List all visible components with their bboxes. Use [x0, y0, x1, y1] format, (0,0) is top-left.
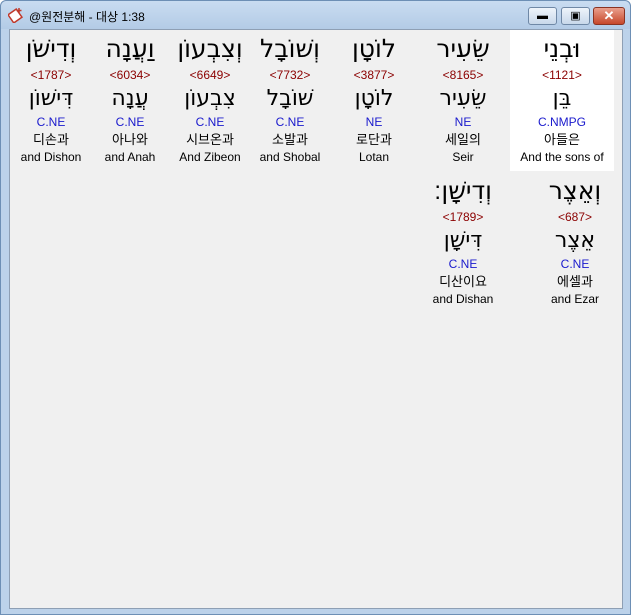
word-cell[interactable]: וְדִישֹׁן <1787> דִּישׁוֹן C.NE 디손과 and Disho…: [0, 32, 103, 165]
maximize-icon: ▣: [570, 10, 581, 22]
close-button[interactable]: ✕: [593, 7, 625, 25]
hebrew-lemma: צִבְעוֹן: [184, 86, 236, 111]
hebrew-lemma: דִּישׁוֹן: [28, 86, 74, 111]
hebrew-lemma: דִּישָׁן: [443, 228, 483, 253]
korean-gloss: 디손과: [33, 132, 69, 147]
close-icon: ✕: [603, 8, 615, 23]
maximize-button[interactable]: ▣: [561, 7, 590, 25]
grammar-code: C.NE: [195, 115, 225, 129]
hebrew-lemma: עֲנָה: [111, 86, 149, 111]
grammar-code: NE: [365, 115, 383, 129]
word-cell[interactable]: וּבְנֵי <1121> בֵּן C.NMPG 아들은 And the sons o…: [510, 30, 614, 171]
strong-number: <7732>: [269, 68, 311, 82]
grammar-code: NE: [454, 115, 472, 129]
word-cell[interactable]: וְצִבְעוֹן <6649> צִבְעוֹן C.NE 시브온과 And Zibe…: [158, 32, 262, 165]
hebrew-lemma: שׁוֹבָל: [266, 86, 314, 111]
grammar-code: C.NE: [560, 257, 590, 271]
hebrew-lemma: לוֹטָן: [354, 86, 394, 111]
hebrew-word: וַעֲנָה: [105, 34, 155, 63]
window-title: @원전분해 - 대상 1:38: [29, 10, 145, 24]
minimize-button[interactable]: ▬: [528, 7, 557, 25]
word-analysis-panel: וּבְנֵי <1121> בֵּן C.NMPG 아들은 And the sons o…: [9, 29, 623, 609]
bible-book-icon: [8, 7, 24, 23]
strong-number: <1121>: [542, 68, 582, 82]
hebrew-word: וּבְנֵי: [543, 34, 581, 63]
word-cell[interactable]: לוֹטָן <3877> לוֹטָן NE 로단과 Lotan: [322, 32, 426, 165]
english-gloss: Lotan: [358, 150, 390, 164]
korean-gloss: 세일의: [445, 132, 481, 147]
word-cell[interactable]: שֵׂעִיר <8165> שֵׂעִיר NE 세일의 Seir: [411, 32, 515, 165]
korean-gloss: 로단과: [356, 132, 392, 147]
english-gloss: and Shobal: [259, 150, 321, 164]
word-cell[interactable]: וַעֲנָה <6034> עֲנָה C.NE 아나와 and Anah: [78, 32, 182, 165]
korean-gloss: 시브온과: [186, 132, 234, 147]
word-cell[interactable]: וְאֵצֶר <687> אֵצֶר C.NE 에셀과 and Ezar: [523, 174, 627, 307]
grammar-code: C.NMPG: [538, 115, 586, 129]
strong-number: <3877>: [353, 68, 395, 82]
word-cell[interactable]: וְשׁוֹבָל <7732> שׁוֹבָל C.NE 소발과 and Shobal: [238, 32, 342, 165]
korean-gloss: 아나와: [112, 132, 148, 147]
grammar-code: C.NE: [36, 115, 66, 129]
grammar-code: C.NE: [115, 115, 145, 129]
grammar-code: C.NE: [275, 115, 305, 129]
strong-number: <1789>: [442, 210, 484, 224]
hebrew-lemma: אֵצֶר: [554, 228, 596, 253]
korean-gloss: 에셀과: [557, 274, 593, 289]
hebrew-lemma: בֵּן: [552, 86, 572, 111]
hebrew-word: וְצִבְעוֹן: [177, 34, 243, 63]
hebrew-word: שֵׂעִיר: [436, 34, 490, 63]
english-gloss: and Dishon: [20, 150, 82, 164]
english-gloss: And the sons of: [520, 150, 604, 164]
english-gloss: Seir: [452, 150, 474, 164]
minimize-icon: ▬: [537, 10, 548, 22]
strong-number: <6034>: [109, 68, 151, 82]
hebrew-word: לוֹטָן: [351, 34, 397, 63]
english-gloss: and Dishan: [432, 292, 494, 306]
hebrew-word: וְדִישֹׁן: [25, 34, 77, 63]
grammar-code: C.NE: [448, 257, 478, 271]
english-gloss: And Zibeon: [179, 150, 241, 164]
strong-number: <8165>: [442, 68, 484, 82]
korean-gloss: 소발과: [272, 132, 308, 147]
hebrew-word: וְאֵצֶר: [548, 176, 602, 205]
english-gloss: and Anah: [104, 150, 156, 164]
word-cell[interactable]: וְדִישָׁן׃ <1789> דִּישָׁן C.NE 디산이요 and Dish…: [411, 174, 515, 307]
strong-number: <687>: [557, 210, 593, 224]
hebrew-lemma: שֵׂעִיר: [439, 86, 487, 111]
strong-number: <1787>: [30, 68, 72, 82]
strong-number: <6649>: [189, 68, 231, 82]
korean-gloss: 디산이요: [439, 274, 487, 289]
title-bar[interactable]: @원전분해 - 대상 1:38 ▬ ▣ ✕: [1, 1, 630, 29]
hebrew-word: וְדִישָׁן׃: [434, 176, 492, 205]
english-gloss: and Ezar: [550, 292, 600, 306]
korean-gloss: 아들은: [544, 132, 580, 147]
hebrew-word: וְשׁוֹבָל: [260, 34, 320, 63]
